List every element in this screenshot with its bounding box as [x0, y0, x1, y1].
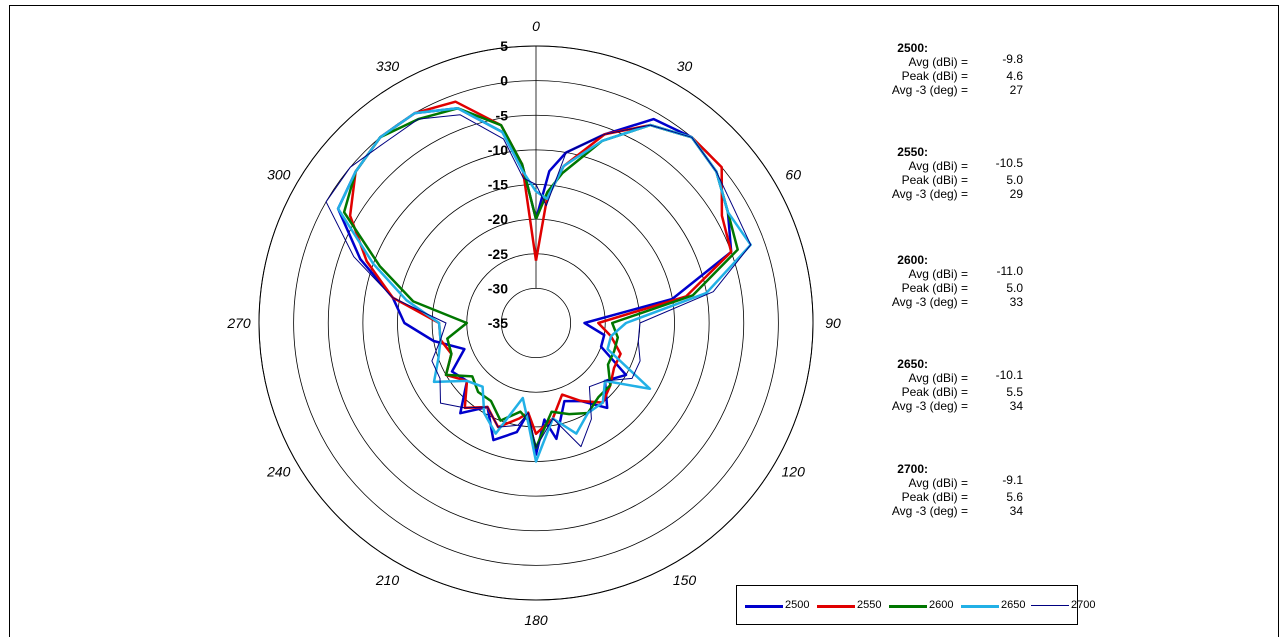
stats-block-2550: 2550: Avg (dBi) = -10.5 Peak (dBi) = 5.0 Avg …: [883, 145, 1023, 201]
radial-tick-label: -15: [488, 177, 508, 193]
stats-row-peak: Peak (dBi) = 5.0: [883, 281, 1023, 295]
radial-tick-label: 5: [500, 38, 508, 54]
stats-label: Avg -3 (deg) =: [891, 399, 968, 413]
angle-label: 180: [524, 612, 548, 628]
chart-frame: [9, 5, 1279, 637]
angle-label: 270: [226, 315, 251, 331]
legend-label: 2600: [929, 599, 954, 611]
angle-label: 60: [785, 167, 801, 183]
angle-label: 0: [532, 18, 540, 34]
stats-value: -10.5: [995, 156, 1023, 170]
stats-label: Avg (dBi) =: [908, 55, 968, 69]
stats-row-avg: Avg (dBi) = -10.5: [883, 156, 1023, 173]
radial-tick-label: 0: [500, 73, 508, 89]
radial-tick-label: -30: [488, 280, 508, 296]
stats-value: -11.0: [996, 264, 1023, 278]
stats-value: 5.5: [1006, 385, 1023, 399]
stats-row-avg3: Avg -3 (deg) = 33: [883, 295, 1023, 309]
stats-label: Peak (dBi) =: [901, 385, 968, 399]
stats-block-2600: 2600: Avg (dBi) = -11.0 Peak (dBi) = 5.0 Avg …: [883, 253, 1023, 309]
stats-row-avg3: Avg -3 (deg) = 27: [883, 83, 1023, 97]
stats-row-avg3: Avg -3 (deg) = 29: [883, 187, 1023, 201]
legend-swatch: [745, 605, 783, 608]
angle-label: 330: [376, 58, 400, 74]
legend: 2500 2550 2600 2650 2700: [736, 585, 1095, 625]
legend-swatch: [889, 605, 927, 608]
stats-row-avg3: Avg -3 (deg) = 34: [883, 504, 1023, 518]
stats-label: Peak (dBi) =: [901, 69, 968, 83]
stats-row-avg: Avg (dBi) = -10.1: [883, 368, 1023, 385]
radial-tick-label: -35: [488, 315, 508, 331]
series-line-2500: [336, 107, 733, 456]
legend-swatch: [961, 605, 999, 608]
stats-label: Peak (dBi) =: [901, 173, 968, 187]
angle-label: 300: [267, 167, 291, 183]
stats-value: 29: [1009, 187, 1023, 201]
radial-tick-label: -5: [496, 107, 509, 123]
stats-value: 34: [1009, 504, 1023, 518]
stats-label: Avg (dBi) =: [908, 159, 968, 173]
legend-swatch: [817, 605, 855, 608]
stats-block-2650: 2650: Avg (dBi) = -10.1 Peak (dBi) = 5.5 Avg …: [883, 357, 1023, 413]
stats-value: 5.0: [1006, 281, 1023, 295]
stats-label: Avg (dBi) =: [908, 267, 968, 281]
stats-row-avg: Avg (dBi) = -11.0: [883, 264, 1023, 281]
stats-block-2500: 2500: Avg (dBi) = -9.8 Peak (dBi) = 4.6 Avg -…: [883, 41, 1023, 97]
stats-label: Peak (dBi) =: [901, 490, 968, 504]
legend-swatch: [1031, 605, 1069, 606]
stats-label: Avg (dBi) =: [908, 371, 968, 385]
stats-label: Avg -3 (deg) =: [891, 295, 968, 309]
stats-row-peak: Peak (dBi) = 5.6: [883, 490, 1023, 504]
angle-label: 120: [782, 464, 806, 480]
stats-value: 33: [1009, 295, 1023, 309]
legend-label: 2500: [785, 599, 810, 611]
stats-label: Avg -3 (deg) =: [891, 187, 968, 201]
series-line-2550: [348, 100, 733, 436]
stats-title: 2700:: [897, 462, 928, 476]
stats-row-avg3: Avg -3 (deg) = 34: [883, 399, 1023, 413]
stats-label: Avg -3 (deg) =: [891, 83, 968, 97]
angle-label: 90: [825, 315, 841, 331]
angle-label: 240: [266, 464, 291, 480]
angle-label: 30: [677, 58, 693, 74]
radial-tick-label: -20: [488, 211, 508, 227]
grid-ring: [500, 287, 572, 359]
stats-value: -9.8: [1002, 52, 1023, 66]
stats-label: Peak (dBi) =: [901, 281, 968, 295]
stats-row-peak: Peak (dBi) = 5.0: [883, 173, 1023, 187]
stats-block-2700: 2700: Avg (dBi) = -9.1 Peak (dBi) = 5.6 Avg -…: [883, 462, 1023, 518]
stats-value: 5.0: [1006, 173, 1023, 187]
series-line-2700: [325, 114, 752, 449]
series-line-2600: [342, 107, 739, 449]
legend-label: 2650: [1001, 599, 1026, 611]
stats-row-peak: Peak (dBi) = 4.6: [883, 69, 1023, 83]
stats-title: 2600:: [897, 253, 928, 267]
stats-row-avg: Avg (dBi) = -9.8: [883, 52, 1023, 69]
stats-title: 2550:: [897, 145, 928, 159]
angle-label: 210: [375, 572, 400, 588]
stats-value: 5.6: [1006, 490, 1023, 504]
stats-value: -10.1: [995, 368, 1023, 382]
stats-row-avg: Avg (dBi) = -9.1: [883, 473, 1023, 490]
angle-label: 150: [673, 572, 697, 588]
radial-tick-label: -25: [488, 246, 508, 262]
stats-label: Avg (dBi) =: [908, 476, 968, 490]
stats-title: 2500:: [897, 41, 928, 55]
stats-title: 2650:: [897, 357, 928, 371]
stats-value: -9.1: [1002, 473, 1023, 487]
legend-label: 2700: [1071, 599, 1096, 611]
radial-tick-label: -10: [488, 142, 508, 158]
stats-value: 34: [1009, 399, 1023, 413]
stats-row-peak: Peak (dBi) = 5.5: [883, 385, 1023, 399]
stats-label: Avg -3 (deg) =: [891, 504, 968, 518]
stats-value: 27: [1009, 83, 1023, 97]
series-line-2650: [336, 107, 752, 463]
legend-label: 2550: [857, 599, 882, 611]
stats-value: 4.6: [1006, 69, 1023, 83]
